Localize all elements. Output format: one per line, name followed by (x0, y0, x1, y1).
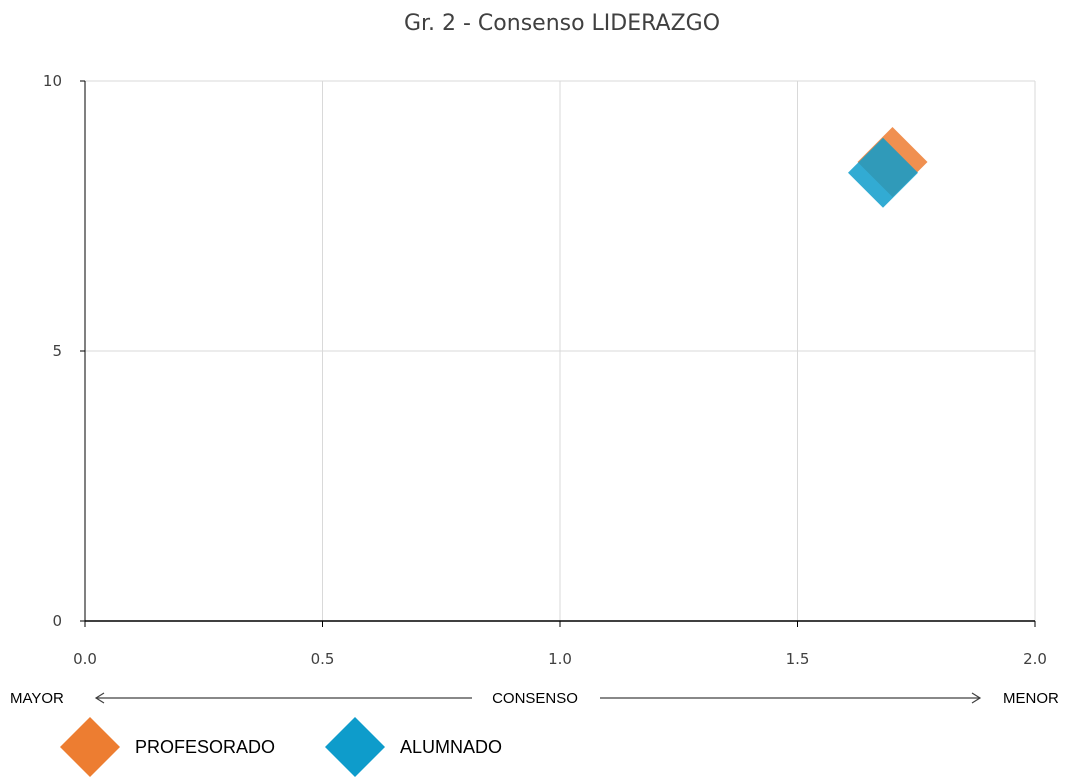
x-tick-label: 1.0 (548, 650, 572, 668)
points-layer (848, 127, 928, 208)
x-tick-label: 1.5 (786, 650, 810, 668)
legend-marker (325, 717, 385, 777)
arrow-right-head (971, 692, 982, 704)
y-tick-label: 10 (43, 72, 62, 90)
axis-layer: 0.0 0.5 1.0 1.5 2.0 0 5 10 (43, 72, 1047, 668)
x-tick-label: 0.5 (311, 650, 335, 668)
legend-label: ALUMNADO (400, 737, 502, 757)
legend-item: ALUMNADO (325, 717, 502, 777)
y-tick-label: 0 (52, 612, 62, 630)
label-mayor: MAYOR (10, 690, 64, 707)
data-point (848, 137, 918, 208)
y-tick-label: 5 (52, 342, 62, 360)
label-consenso: CONSENSO (492, 690, 578, 707)
x-tick-label: 2.0 (1023, 650, 1047, 668)
legend: PROFESORADO ALUMNADO (60, 717, 502, 777)
arrow-left-head (94, 692, 105, 704)
legend-marker (60, 717, 120, 777)
grid-layer (84, 80, 1036, 621)
legend-label: PROFESORADO (135, 737, 275, 757)
legend-item: PROFESORADO (60, 717, 275, 777)
chart-title: Gr. 2 - Consenso LIDERAZGO (404, 11, 720, 36)
x-tick-label: 0.0 (73, 650, 97, 668)
consensus-annotation: MAYOR CONSENSO MENOR (10, 690, 1059, 707)
label-menor: MENOR (1003, 690, 1059, 707)
